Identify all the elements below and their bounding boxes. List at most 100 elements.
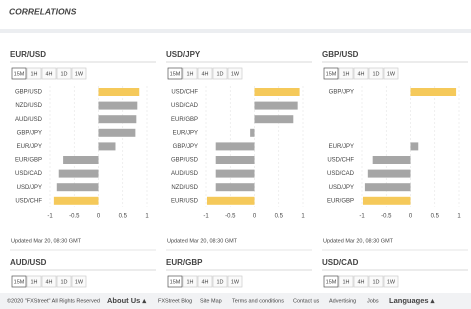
timeframe-tab-label[interactable]: 1H [342, 71, 349, 77]
timeframe-tab-label[interactable]: 1W [231, 279, 240, 285]
bar [215, 156, 255, 164]
timeframe-tab[interactable] [368, 67, 384, 80]
footer-link[interactable]: Jobs [367, 298, 379, 304]
timeframe-tab[interactable] [353, 275, 369, 288]
timeframe-tab[interactable] [26, 275, 42, 288]
timeframe-tab[interactable] [353, 67, 369, 80]
x-tick-label: 1 [145, 213, 149, 219]
x-tick-label: 0.5 [119, 213, 128, 219]
footer-bar [0, 293, 471, 309]
bar [372, 156, 411, 164]
timeframe-tab-label[interactable]: 1D [216, 71, 223, 77]
category-label: USD/CAD [171, 103, 199, 109]
bar [206, 196, 255, 205]
x-tick-label: -0.5 [381, 213, 392, 219]
timeframe-tab[interactable] [383, 67, 399, 80]
timeframe-tab-label[interactable]: 1W [387, 279, 396, 285]
x-tick-label: 0.5 [275, 213, 284, 219]
timeframe-tab-label[interactable]: 4H [357, 279, 364, 285]
timeframe-tab[interactable] [11, 67, 27, 80]
timeframe-tab-label[interactable]: 1H [342, 279, 349, 285]
timeframe-tab-label[interactable]: 1H [30, 279, 37, 285]
panel-title: USD/CAD [322, 258, 359, 267]
bar [215, 183, 255, 192]
timeframe-tab[interactable] [338, 275, 354, 288]
bar [254, 101, 298, 110]
timeframe-tab-label[interactable]: 15M [326, 279, 337, 285]
timeframe-tab-label[interactable]: 4H [357, 71, 364, 77]
timeframe-tab[interactable] [71, 67, 87, 80]
timeframe-tab[interactable] [368, 275, 384, 288]
timeframe-tab[interactable] [41, 67, 57, 80]
bar [362, 196, 411, 205]
timeframe-tab[interactable] [383, 275, 399, 288]
footer-link[interactable]: Site Map [200, 298, 222, 304]
timeframe-tab[interactable] [26, 67, 42, 80]
x-tick-label: 0 [97, 213, 101, 219]
bar [98, 88, 140, 96]
bar [215, 169, 255, 178]
footer-link[interactable]: FXStreet Blog [158, 298, 192, 304]
timeframe-tab[interactable] [56, 67, 72, 80]
timeframe-tab-label[interactable]: 4H [201, 279, 208, 285]
timeframe-tab[interactable] [197, 67, 213, 80]
timeframe-tab-label[interactable]: 1D [372, 279, 379, 285]
bar [53, 196, 99, 205]
timeframe-tab-label[interactable]: 1D [216, 279, 223, 285]
timeframe-tab-label[interactable]: 15M [170, 71, 181, 77]
timeframe-tab-label[interactable]: 1D [372, 71, 379, 77]
category-label: GBP/JPY [17, 130, 42, 136]
timeframe-tab-label[interactable]: 4H [201, 71, 208, 77]
timeframe-tab[interactable] [41, 275, 57, 288]
timeframe-tab[interactable] [182, 275, 198, 288]
timeframe-tab-label[interactable]: 1H [186, 279, 193, 285]
x-tick-label: -1 [359, 213, 365, 219]
timeframe-tab[interactable] [182, 67, 198, 80]
timeframe-tab[interactable] [323, 275, 339, 288]
timeframe-tab-label[interactable]: 15M [14, 71, 25, 77]
footer-link[interactable]: Terms and conditions [232, 298, 284, 304]
timeframe-tab-label[interactable]: 1H [186, 71, 193, 77]
timeframe-tab[interactable] [227, 275, 243, 288]
timeframe-tab-label[interactable]: 4H [45, 279, 52, 285]
timeframe-tab[interactable] [227, 67, 243, 80]
footer-link[interactable]: Advertising [329, 298, 356, 304]
timeframe-tab[interactable] [167, 67, 183, 80]
category-label: EUR/JPY [17, 144, 42, 150]
timeframe-tab-label[interactable]: 1D [60, 71, 67, 77]
timeframe-tab[interactable] [56, 275, 72, 288]
panel-title: EUR/USD [10, 50, 46, 59]
category-label: EUR/JPY [329, 144, 354, 150]
timeframe-tab-label[interactable]: 1W [231, 71, 240, 77]
timeframe-tab-label[interactable]: 1D [60, 279, 67, 285]
timeframe-tab[interactable] [197, 275, 213, 288]
timeframe-tab-label[interactable]: 1W [75, 279, 84, 285]
timeframe-tab[interactable] [212, 67, 228, 80]
category-label: USD/CAD [327, 171, 355, 177]
updated-time: Updated Mar 20, 08:30 GMT [323, 238, 394, 244]
timeframe-tab[interactable] [167, 275, 183, 288]
footer-link[interactable]: Contact us [293, 298, 320, 304]
panel-title: GBP/USD [322, 50, 359, 59]
bar [98, 142, 116, 151]
footer-link[interactable]: About Us ▴ [107, 296, 147, 305]
timeframe-tab[interactable] [338, 67, 354, 80]
timeframe-tab[interactable] [212, 275, 228, 288]
timeframe-tab[interactable] [323, 67, 339, 80]
timeframe-tab[interactable] [71, 275, 87, 288]
timeframe-tab-label[interactable]: 4H [45, 71, 52, 77]
timeframe-tab[interactable] [11, 275, 27, 288]
footer-link[interactable]: Languages ▴ [389, 296, 436, 305]
x-tick-label: -0.5 [225, 213, 236, 219]
timeframe-tab-label[interactable]: 15M [170, 279, 181, 285]
timeframe-tab-label[interactable]: 1H [30, 71, 37, 77]
timeframe-tab-label[interactable]: 1W [387, 71, 396, 77]
timeframe-tab-label[interactable]: 15M [326, 71, 337, 77]
panel-title: USD/JPY [166, 50, 201, 59]
category-label: USD/CHF [15, 198, 42, 204]
category-label: EUR/GBP [15, 158, 42, 164]
x-tick-label: -1 [203, 213, 209, 219]
timeframe-tab-label[interactable]: 1W [75, 71, 84, 77]
timeframe-tab-label[interactable]: 15M [14, 279, 25, 285]
